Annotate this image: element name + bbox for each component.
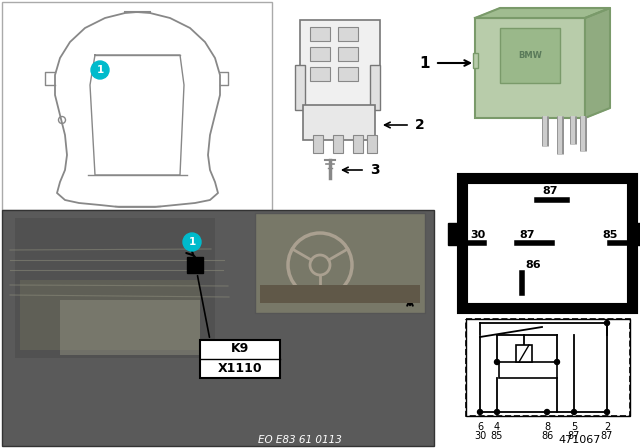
Text: X1110: X1110	[218, 362, 262, 375]
Text: 471067: 471067	[559, 435, 601, 445]
Circle shape	[91, 61, 109, 79]
Circle shape	[554, 359, 559, 365]
Polygon shape	[585, 8, 610, 118]
Circle shape	[605, 320, 609, 326]
Circle shape	[572, 409, 577, 414]
Text: 1: 1	[419, 56, 430, 70]
Text: 85: 85	[602, 230, 618, 240]
Bar	[295, 65, 305, 110]
Bar	[313, 135, 323, 153]
Circle shape	[183, 233, 201, 251]
Text: 86: 86	[541, 431, 553, 441]
Bar	[255, 213, 425, 313]
Bar	[338, 67, 358, 81]
Bar	[310, 47, 330, 61]
Circle shape	[495, 409, 499, 414]
Bar	[300, 20, 380, 110]
Bar	[200, 340, 280, 378]
Bar	[462, 315, 634, 420]
Bar	[466, 319, 630, 416]
Text: 86: 86	[525, 260, 541, 270]
Text: 2: 2	[604, 422, 610, 432]
Circle shape	[545, 409, 550, 414]
Text: 4: 4	[494, 422, 500, 432]
Bar	[60, 300, 200, 355]
Bar	[310, 67, 330, 81]
Bar	[630, 223, 640, 245]
Bar	[20, 280, 200, 350]
Text: 2: 2	[415, 118, 425, 132]
Text: 1: 1	[188, 237, 196, 247]
Text: 87: 87	[542, 186, 557, 196]
Text: 5: 5	[571, 422, 577, 432]
Text: 87: 87	[601, 431, 613, 441]
Text: 1: 1	[97, 65, 104, 75]
Circle shape	[495, 359, 499, 365]
Bar	[475, 18, 585, 118]
Text: 6: 6	[477, 422, 483, 432]
Bar	[338, 27, 358, 41]
Text: 30: 30	[474, 431, 486, 441]
Bar	[187, 257, 203, 273]
Text: 85: 85	[491, 431, 503, 441]
Text: BMW: BMW	[518, 52, 542, 60]
Circle shape	[477, 409, 483, 414]
Text: 87: 87	[568, 431, 580, 441]
Bar	[499, 362, 557, 378]
Bar	[516, 345, 532, 362]
Bar	[473, 53, 478, 68]
Circle shape	[605, 409, 609, 414]
Bar	[338, 47, 358, 61]
Bar	[500, 28, 560, 83]
Text: K9: K9	[231, 343, 249, 356]
Bar	[2, 2, 272, 210]
Bar	[370, 65, 380, 110]
Bar	[367, 135, 377, 153]
Bar	[462, 178, 632, 308]
Text: 87: 87	[519, 230, 534, 240]
Bar	[448, 223, 464, 245]
Text: 30: 30	[470, 230, 485, 240]
Text: 3: 3	[370, 163, 380, 177]
Bar	[15, 218, 215, 358]
Bar	[310, 27, 330, 41]
Polygon shape	[475, 8, 610, 18]
Bar	[466, 319, 630, 416]
Text: EO E83 61 0113: EO E83 61 0113	[258, 435, 342, 445]
Bar	[353, 135, 363, 153]
Text: 8: 8	[544, 422, 550, 432]
Bar	[333, 135, 343, 153]
Bar	[260, 285, 420, 303]
Bar	[303, 105, 375, 140]
Bar	[2, 210, 434, 446]
